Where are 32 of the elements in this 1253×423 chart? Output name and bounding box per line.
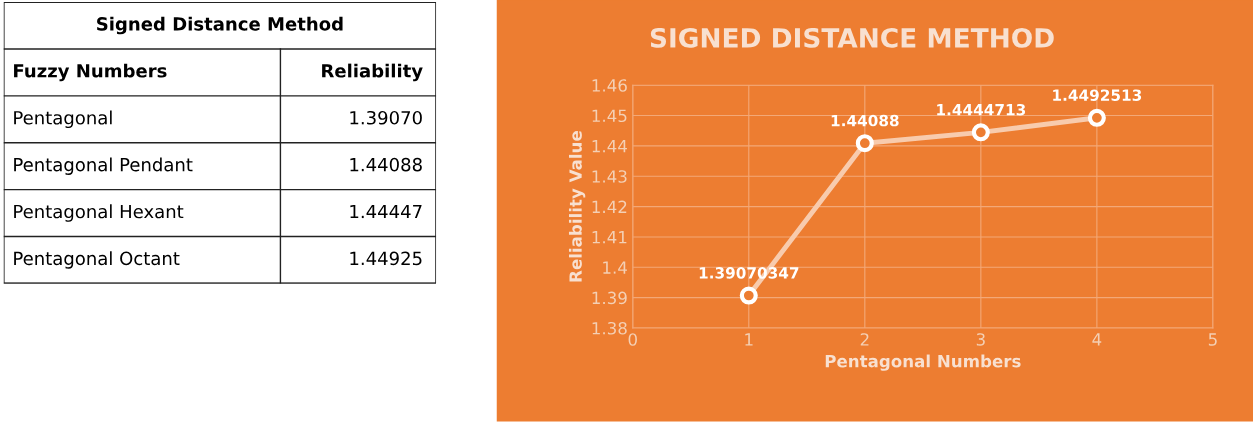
text: Reliability (322, 63, 423, 82)
y-tick-label: 1.38 (592, 321, 627, 335)
text: 1.44088 (350, 157, 422, 172)
x-axis-title: Pentagonal Numbers (825, 354, 1021, 371)
text: 1.44447 (350, 204, 422, 219)
x-tick-label: 1 (745, 333, 753, 346)
text: Pentagonal Pendant (14, 157, 193, 175)
data-label: 1.44088 (831, 114, 899, 127)
text: Pentagonal (14, 110, 112, 129)
y-tick-label: 1.39 (592, 291, 627, 305)
x-tick-label: 0 (628, 333, 637, 346)
y-tick-label: 1.42 (592, 200, 627, 213)
chart-title: SIGNED DISTANCE METHOD (650, 27, 1054, 48)
text: 1.44925 (350, 251, 422, 266)
x-tick-label: 5 (1208, 333, 1217, 346)
y-tick-label: 1.46 (592, 79, 627, 92)
text: Fuzzy Numbers (14, 63, 167, 82)
text: Pentagonal Octant (14, 251, 180, 269)
data-label: 1.4492513 (1053, 89, 1142, 101)
x-tick-label: 4 (1092, 333, 1102, 346)
x-tick-label: 2 (860, 333, 869, 346)
text: 1.39070 (350, 110, 422, 125)
y-tick-label: 1.41 (592, 231, 627, 244)
y-tick-label: 1.45 (592, 109, 627, 123)
y-tick-label: 1.44 (592, 140, 627, 153)
x-tick-label: 3 (976, 333, 985, 346)
text: Pentagonal Hexant (14, 204, 184, 222)
y-tick-label: 1.43 (592, 170, 627, 183)
text: Signed Distance Method (97, 16, 343, 35)
y-tick-label: 1.4 (603, 261, 627, 274)
data-label: 1.4444713 (937, 103, 1026, 116)
y-axis-title: Reliability Value (568, 131, 586, 282)
